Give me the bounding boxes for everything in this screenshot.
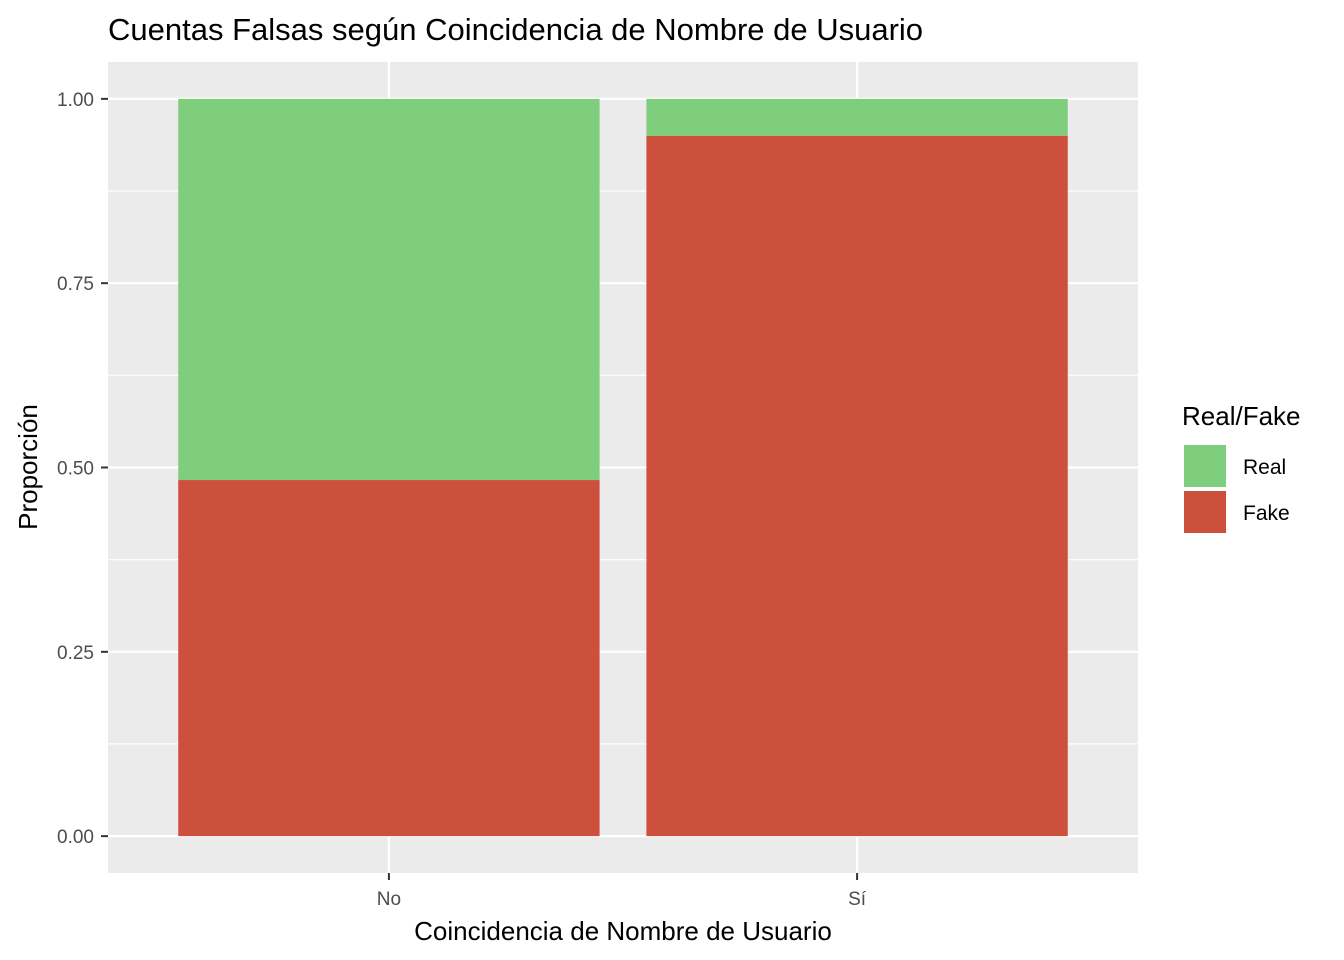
legend-label-real: Real <box>1243 456 1286 479</box>
bars <box>178 98 1068 837</box>
y-tick-label: 0.75 <box>57 274 94 295</box>
x-axis: No Sí <box>377 873 867 910</box>
y-tick-label: 0.00 <box>57 827 94 848</box>
legend-label-fake: Fake <box>1243 502 1290 525</box>
legend: Real/Fake Real Fake <box>1182 401 1301 535</box>
y-tick-label: 0.25 <box>57 643 94 664</box>
bar-real-2 <box>646 98 1068 136</box>
y-tick-label: 1.00 <box>57 90 94 111</box>
legend-items: Real Fake <box>1182 443 1290 535</box>
x-axis-title: Coincidencia de Nombre de Usuario <box>414 916 832 946</box>
bar-real-1 <box>178 98 600 481</box>
y-tick-label: 0.50 <box>57 459 94 480</box>
legend-key-real <box>1182 443 1228 489</box>
x-tick-label: No <box>377 889 401 910</box>
bar-fake-2 <box>646 135 1068 837</box>
chart-title: Cuentas Falsas según Coincidencia de Nom… <box>108 12 923 47</box>
y-axis: 0.00 0.25 0.50 0.75 1.00 <box>57 90 108 848</box>
y-axis-title: Proporción <box>13 404 43 530</box>
legend-key-fake <box>1182 489 1228 535</box>
x-tick-label: Sí <box>848 889 867 910</box>
bar-fake-1 <box>178 480 600 837</box>
legend-title: Real/Fake <box>1182 401 1301 431</box>
